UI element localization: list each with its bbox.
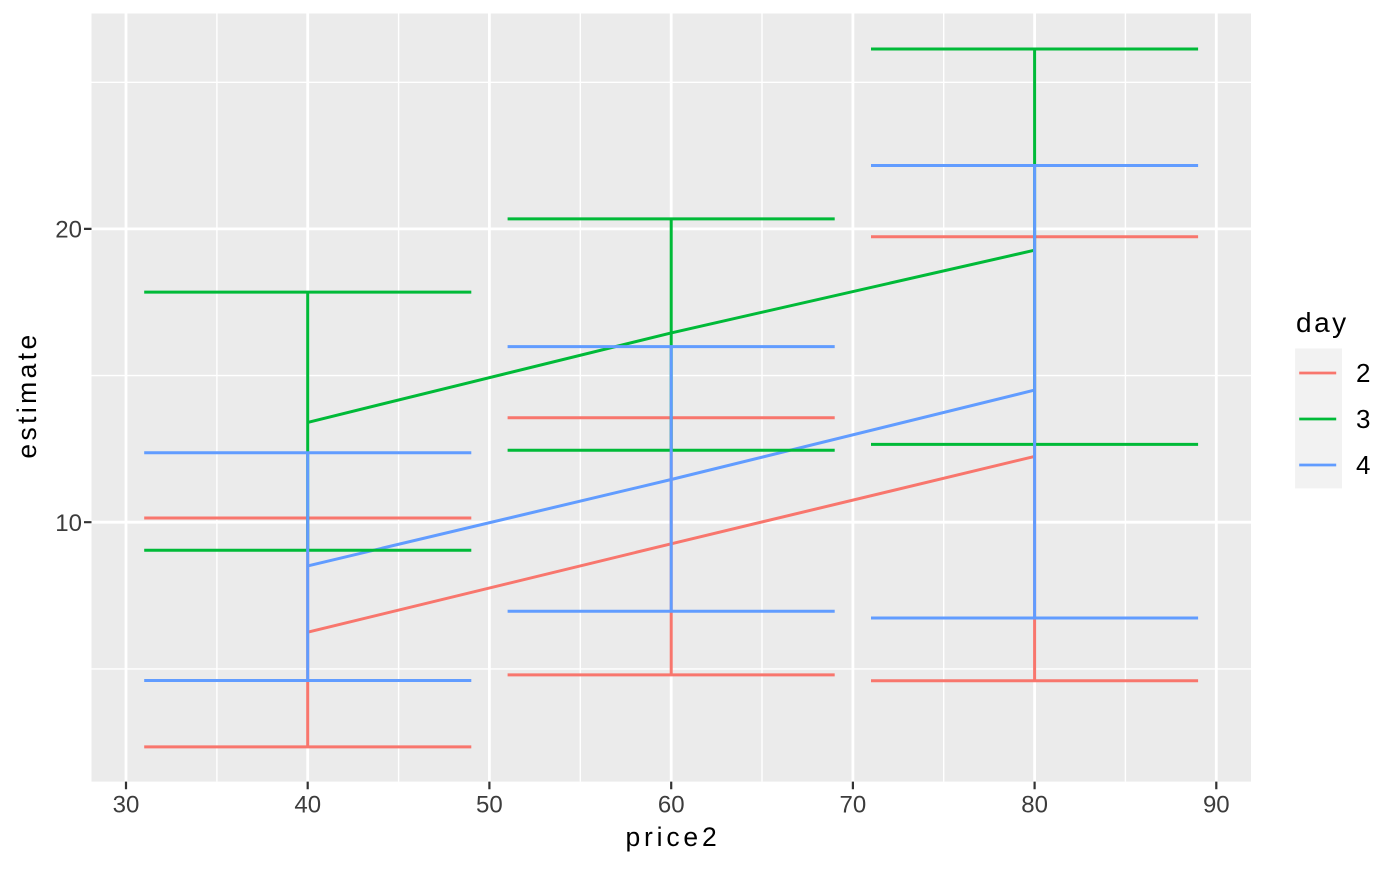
- svg-text:price2: price2: [626, 822, 721, 852]
- svg-text:90: 90: [1203, 792, 1230, 819]
- svg-text:4: 4: [1356, 450, 1370, 480]
- svg-text:10: 10: [55, 510, 82, 537]
- svg-text:60: 60: [658, 792, 685, 819]
- svg-text:70: 70: [840, 792, 867, 819]
- svg-text:2: 2: [1356, 358, 1370, 388]
- svg-text:3: 3: [1356, 404, 1370, 434]
- svg-text:40: 40: [294, 792, 321, 819]
- svg-text:estimate: estimate: [12, 331, 42, 458]
- svg-text:80: 80: [1021, 792, 1048, 819]
- svg-text:50: 50: [476, 792, 503, 819]
- svg-text:day: day: [1296, 307, 1349, 338]
- svg-text:20: 20: [55, 217, 82, 244]
- svg-text:30: 30: [113, 792, 140, 819]
